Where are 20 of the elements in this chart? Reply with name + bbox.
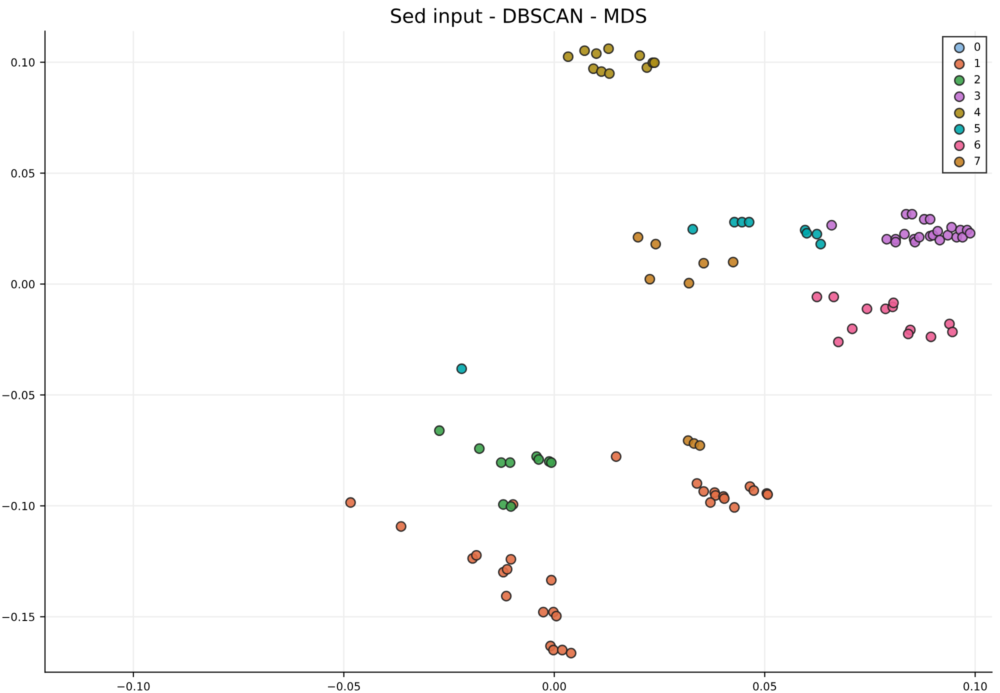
y-tick-label: −0.15 (2, 612, 34, 622)
x-tick-label: −0.10 (118, 682, 150, 691)
x-tick-label: 0.10 (964, 682, 987, 691)
y-tick-label: −0.10 (2, 502, 35, 510)
legend-label: 3 (974, 91, 980, 100)
legend-label: 1 (975, 58, 980, 68)
chart-title: Sed input - DBSCAN - MDS (391, 8, 646, 27)
x-tick-label: −0.05 (328, 682, 360, 691)
legend-label: 7 (974, 156, 980, 165)
legend-label: 5 (974, 124, 980, 132)
y-tick-label: 0.05 (11, 169, 34, 178)
legend-label: 4 (974, 108, 980, 116)
legend-label: 6 (974, 140, 980, 149)
x-tick-label: 0.00 (542, 682, 566, 691)
y-tick-label: 0.00 (11, 280, 35, 288)
legend-label: 2 (974, 75, 980, 84)
y-tick-label: −0.05 (2, 390, 34, 400)
y-tick-label: 0.10 (11, 58, 35, 67)
x-tick-label: 0.05 (753, 682, 776, 691)
legend-label: 0 (974, 42, 980, 51)
